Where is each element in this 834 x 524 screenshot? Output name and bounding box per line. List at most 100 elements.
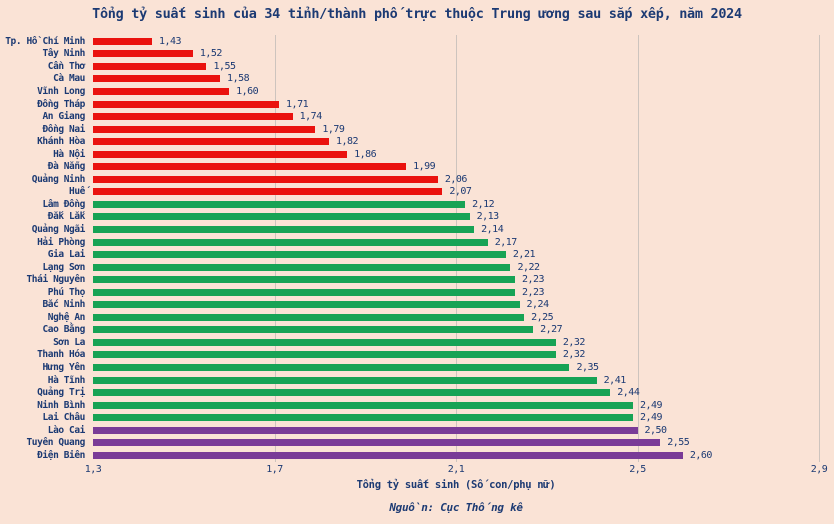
- bar-row: Cao Bằng 2,27: [0, 324, 834, 337]
- category-label: Phú Thọ: [47, 286, 86, 298]
- bar-value-label: 2,23: [521, 274, 545, 286]
- bar-row: Đồng Tháp 1,71: [0, 98, 834, 111]
- x-tick: 2,9: [810, 464, 828, 475]
- bar-value-label: 2,24: [526, 299, 550, 311]
- bar-value-label: 2,55: [667, 437, 690, 449]
- bar: [93, 313, 525, 321]
- bar-value-label: 1,99: [413, 161, 436, 173]
- gridline: [456, 35, 457, 462]
- bar-row: An Giang 1,74: [0, 110, 834, 123]
- category-label: Ninh Bình: [37, 399, 85, 411]
- plot-area: Tp. Hồ Chí Minh 1,43 Tây Ninh 1,52 Cần Thơ 1,…: [0, 35, 834, 462]
- category-label: Lào Cai: [47, 424, 86, 436]
- bar: [93, 188, 443, 196]
- category-label: Nghệ An: [47, 311, 86, 323]
- bar: [93, 113, 293, 121]
- category-label: Hà Tĩnh: [47, 374, 86, 386]
- x-tick: 1,3: [84, 464, 102, 475]
- bar-value-label: 1,52: [199, 48, 223, 60]
- bar: [93, 200, 466, 208]
- bar-value-label: 1,74: [299, 111, 323, 123]
- category-label: Thanh Hóa: [37, 349, 85, 361]
- category-label: An Giang: [42, 111, 85, 123]
- bar: [93, 263, 511, 271]
- bar: [93, 401, 633, 409]
- category-label: Gia Lai: [47, 249, 86, 261]
- bar: [93, 251, 506, 259]
- bar-value-label: 2,32: [562, 349, 586, 361]
- bar-row: Khánh Hòa 1,82: [0, 135, 834, 148]
- bar-value-label: 1,60: [236, 85, 259, 97]
- bar-value-label: 1,82: [335, 136, 359, 148]
- bar-row: Hà Tĩnh 2,41: [0, 374, 834, 387]
- category-label: Cà Mau: [53, 73, 85, 85]
- bar: [93, 100, 280, 108]
- bar-value-label: 2,25: [531, 311, 554, 323]
- bar-row: Tp. Hồ Chí Minh 1,43: [0, 35, 834, 48]
- source-note: Nguồn: Cục Thống kê: [389, 501, 523, 514]
- bar-row: Điện Biên 2,60: [0, 449, 834, 462]
- bar: [93, 326, 534, 334]
- bar-value-label: 2,14: [481, 223, 504, 235]
- bar-row: Huế 2,07: [0, 186, 834, 199]
- category-label: Lâm Đồng: [42, 198, 85, 210]
- bar: [93, 138, 329, 146]
- bar: [93, 288, 515, 296]
- bar-row: Đà Nẵng 1,99: [0, 160, 834, 173]
- category-label: Quảng Ninh: [31, 173, 86, 185]
- category-label: Khánh Hòa: [37, 136, 85, 148]
- bar-row: Vĩnh Long 1,60: [0, 85, 834, 98]
- gridline: [274, 35, 276, 462]
- bar-value-label: 2,07: [449, 186, 472, 198]
- category-label: Tây Ninh: [42, 48, 85, 60]
- category-label: Sơn La: [53, 336, 85, 348]
- bar: [93, 37, 152, 45]
- bar: [93, 363, 570, 371]
- category-label: Quảng Ngãi: [31, 223, 86, 235]
- x-tick: 2,1: [447, 464, 465, 475]
- bar-row: Sơn La 2,32: [0, 336, 834, 349]
- bar-value-label: 2,06: [444, 173, 468, 185]
- bar-value-label: 1,58: [227, 73, 250, 85]
- bar-row: Lai Châu 2,49: [0, 411, 834, 424]
- bar: [93, 351, 556, 359]
- bar-row: Quảng Ninh 2,06: [0, 173, 834, 186]
- bar-row: Thái Nguyên 2,23: [0, 273, 834, 286]
- bar-row: Gia Lai 2,21: [0, 248, 834, 261]
- x-tick: 2,5: [629, 464, 646, 475]
- x-axis-ticks: 1,3 1,7 2,1 2,5 2,9: [0, 464, 834, 478]
- category-label: Lạng Sơn: [42, 261, 85, 273]
- bar-value-label: 2,44: [617, 387, 640, 399]
- bar-value-label: 2,27: [540, 324, 563, 336]
- bar-row: Phú Thọ 2,23: [0, 286, 834, 299]
- x-tick: 1,7: [266, 464, 283, 475]
- bar-row: Tuyên Quang 2,55: [0, 437, 834, 450]
- bar-row: Hà Nội 1,86: [0, 148, 834, 161]
- bar: [93, 150, 348, 158]
- gridline: [819, 35, 820, 462]
- bar: [93, 50, 193, 58]
- category-label: Đắk Lắk: [47, 211, 86, 223]
- bar: [93, 75, 221, 83]
- bar: [93, 338, 556, 346]
- bar-value-label: 2,21: [512, 249, 536, 261]
- category-label: Tp. Hồ Chí Minh: [5, 35, 85, 47]
- bar-row: Lào Cai 2,50: [0, 424, 834, 437]
- category-label: Điện Biên: [37, 449, 85, 461]
- bar-value-label: 2,13: [476, 211, 500, 223]
- category-label: Đồng Nai: [42, 123, 85, 135]
- bar-value-label: 2,17: [494, 236, 518, 248]
- bar-value-label: 2,23: [521, 286, 545, 298]
- category-label: Quảng Trị: [37, 387, 85, 399]
- bar-row: Quảng Ngãi 2,14: [0, 223, 834, 236]
- bar-row: Lâm Đồng 2,12: [0, 198, 834, 211]
- bar-row: Hưng Yên 2,35: [0, 361, 834, 374]
- bar-value-label: 1,55: [213, 60, 236, 72]
- chart-title: Tổng tỷ suất sinh của 34 tỉnh/thành phố …: [92, 6, 742, 22]
- bar-value-label: 2,41: [603, 374, 627, 386]
- bar: [93, 238, 488, 246]
- category-label: Đồng Tháp: [37, 98, 85, 110]
- category-label: Bắc Ninh: [42, 299, 85, 311]
- bar-value-label: 1,71: [286, 98, 309, 110]
